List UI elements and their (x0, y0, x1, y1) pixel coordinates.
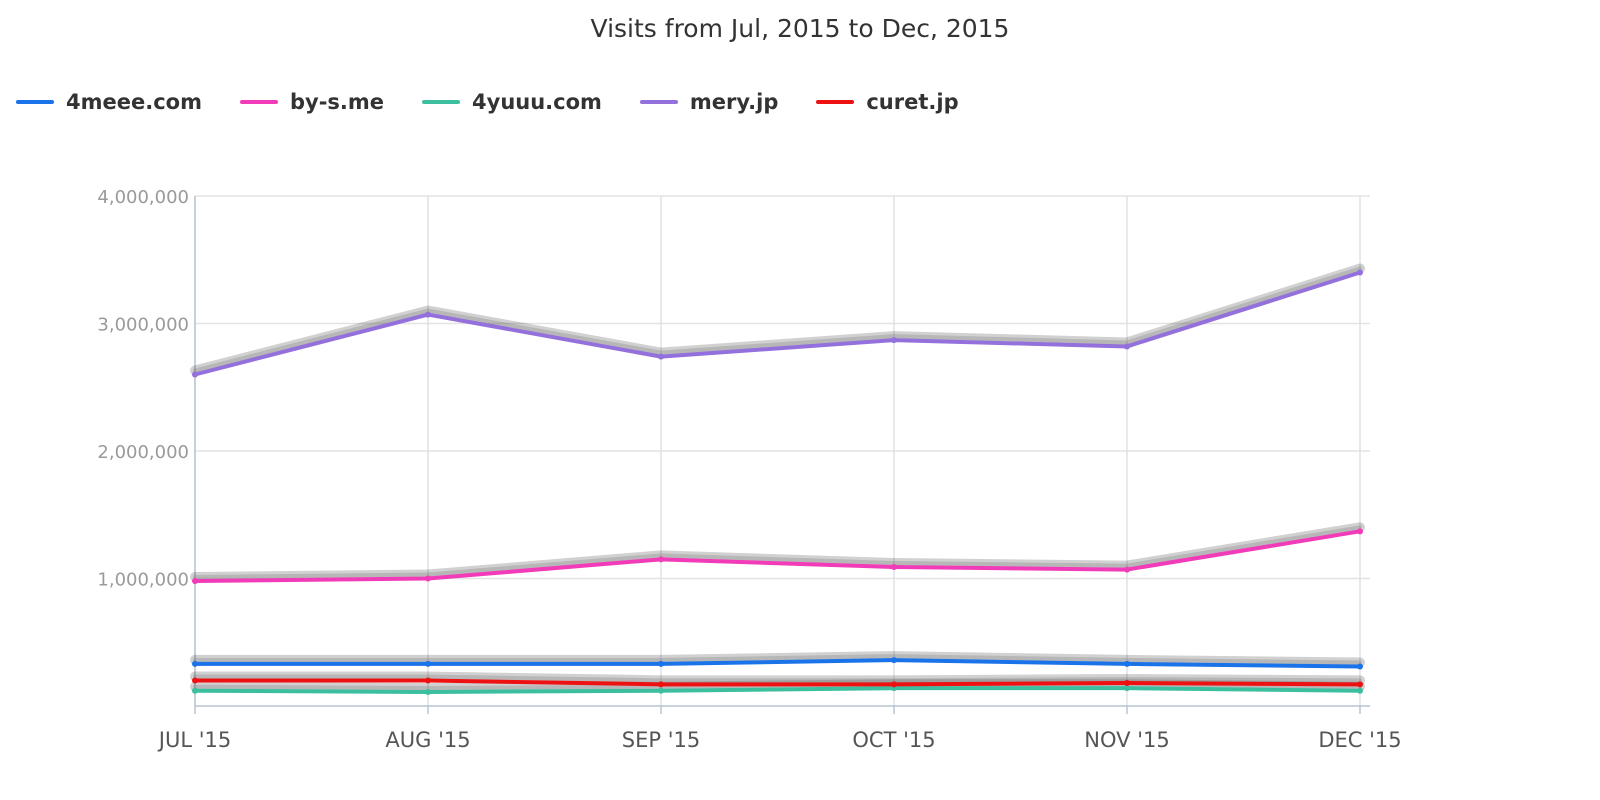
x-tick-label: OCT '15 (852, 728, 935, 752)
legend-item[interactable]: mery.jp (639, 90, 779, 114)
series-line-shadow (190, 522, 1365, 583)
data-point (658, 660, 664, 667)
data-point (891, 337, 897, 344)
data-point (425, 677, 431, 684)
x-tick-label: NOV '15 (1084, 728, 1169, 752)
series-line-highlight (193, 266, 1362, 373)
series-line-shadow (190, 651, 1365, 668)
data-point (192, 687, 198, 694)
data-point (658, 681, 664, 688)
y-tick-label: 4,000,000 (97, 187, 189, 208)
data-point (1124, 680, 1130, 687)
legend-swatch (239, 100, 278, 104)
chart-title: Visits from Jul, 2015 to Dec, 2015 (590, 14, 1010, 43)
y-tick-label: 2,000,000 (97, 442, 189, 463)
series-line-highlight (193, 654, 1362, 665)
x-tick-label: DEC '15 (1318, 728, 1401, 752)
y-tick-label: 3,000,000 (97, 315, 189, 336)
data-point (1357, 687, 1363, 694)
data-point (1357, 269, 1363, 276)
series-line-highlight (193, 674, 1362, 683)
data-point (192, 660, 198, 667)
data-point (192, 677, 198, 684)
data-point (891, 564, 897, 571)
series-line-shadow (190, 671, 1365, 686)
legend-item[interactable]: 4yuuu.com (422, 90, 602, 114)
data-point (1124, 566, 1130, 573)
legend-item[interactable]: curet.jp (816, 90, 959, 114)
data-point (1124, 685, 1130, 692)
legend-label: 4yuuu.com (472, 90, 602, 114)
legend-item[interactable]: 4meee.com (16, 90, 202, 114)
y-tick-label: 1,000,000 (97, 570, 189, 591)
data-point (1357, 681, 1363, 688)
data-point (425, 688, 431, 695)
x-tick-label: AUG '15 (385, 728, 470, 752)
data-point (658, 353, 664, 360)
legend-label: 4meee.com (66, 90, 202, 114)
legend-item[interactable]: by-s.me (239, 90, 385, 114)
data-point (1124, 343, 1130, 350)
data-point (658, 556, 664, 563)
data-point (1357, 528, 1363, 535)
data-point (891, 657, 897, 664)
series-line (193, 270, 1362, 377)
legend-label: curet.jp (866, 90, 959, 114)
data-point (192, 371, 198, 378)
series-line (193, 529, 1362, 584)
data-point (1357, 663, 1363, 670)
legend-swatch (639, 100, 678, 104)
legend-swatch (422, 100, 461, 104)
x-tick-label: SEP '15 (622, 728, 700, 752)
data-point (658, 687, 664, 694)
series-line-highlight (193, 525, 1362, 580)
x-tick-label: JUL '15 (157, 728, 231, 752)
legend-swatch (16, 100, 54, 104)
data-point (425, 660, 431, 667)
legend-label: by-s.me (289, 90, 385, 114)
data-point (425, 311, 431, 318)
data-point (891, 681, 897, 688)
legend-label: mery.jp (689, 90, 779, 114)
legend: 4meee.com by-s.me 4yuuu.com mery.jp curet.jp (16, 90, 997, 114)
series-line (193, 686, 1362, 694)
data-point (1124, 660, 1130, 667)
data-point (425, 575, 431, 582)
series-line (193, 658, 1362, 669)
series-line-shadow (190, 263, 1365, 376)
legend-swatch (816, 100, 855, 104)
data-point (192, 578, 198, 585)
series-line (193, 678, 1362, 687)
